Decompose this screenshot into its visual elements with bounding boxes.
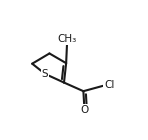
Text: CH₃: CH₃ <box>58 34 77 44</box>
Text: Cl: Cl <box>104 80 114 90</box>
Text: O: O <box>80 105 89 115</box>
Text: S: S <box>42 69 48 79</box>
